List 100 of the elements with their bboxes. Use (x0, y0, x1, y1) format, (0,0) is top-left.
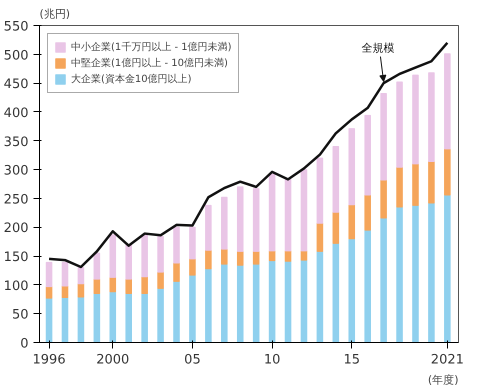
bar (173, 262, 180, 282)
bar (109, 291, 116, 342)
bar (348, 204, 356, 240)
y-tick-label: 100 (4, 278, 29, 294)
bar (125, 293, 132, 342)
bar (157, 236, 164, 273)
bar (78, 267, 84, 284)
bar (221, 196, 228, 250)
bar (236, 264, 244, 342)
bar (157, 272, 164, 289)
y-tick-label: 50 (12, 308, 29, 323)
bar (205, 204, 212, 251)
bar (109, 276, 116, 292)
bar (316, 250, 324, 342)
line-series (48, 42, 449, 268)
bar (396, 81, 403, 168)
y-tick-label: 0 (20, 336, 29, 352)
bar (189, 274, 196, 342)
bar (125, 278, 132, 294)
y-tick-label: 400 (4, 106, 29, 121)
bar (268, 260, 276, 342)
bar (444, 194, 451, 342)
bar (380, 93, 387, 180)
bar (252, 250, 260, 265)
legend-label: 中堅企業(1億円以上 - 10億円未満) (71, 56, 228, 70)
bar (236, 186, 244, 252)
bar (444, 53, 451, 150)
x-tick-label: 2021 (430, 352, 464, 368)
x-tick-label: 10 (264, 352, 280, 368)
bar (78, 283, 84, 298)
y-tick-label: 550 (4, 20, 29, 34)
x-tick-label: 2000 (96, 352, 130, 368)
bar (364, 230, 371, 342)
bar (284, 260, 292, 342)
bar (141, 234, 148, 278)
bar (173, 280, 180, 342)
bar (316, 158, 324, 224)
bar (189, 258, 196, 276)
bar (396, 206, 403, 342)
bar (205, 250, 212, 270)
bar (62, 286, 68, 298)
bar (141, 276, 148, 294)
bar (444, 148, 451, 196)
y-tick-label: 300 (4, 164, 29, 179)
bar (412, 204, 419, 342)
bar (94, 293, 100, 342)
bar (221, 264, 228, 342)
bar (94, 278, 100, 294)
bar (412, 163, 419, 206)
bar (412, 74, 419, 164)
bar (141, 293, 148, 342)
bar (46, 298, 52, 342)
bar (62, 262, 68, 287)
bar (316, 222, 324, 252)
bar (284, 250, 292, 262)
bar (300, 250, 308, 261)
x-axis-title: (年度) (428, 374, 459, 386)
bar (173, 226, 180, 264)
bar (348, 128, 356, 206)
y-tick-label: 150 (4, 250, 29, 266)
x-tick-label: 15 (343, 352, 360, 368)
bar (284, 178, 292, 252)
bar (380, 179, 387, 219)
bar (78, 296, 84, 342)
bar (62, 297, 68, 342)
bar (268, 174, 276, 252)
bar (428, 161, 435, 204)
bar (364, 194, 371, 231)
legend-label: 大企業(資本金10億円以上) (71, 72, 192, 86)
bar (205, 268, 212, 342)
bar (300, 169, 308, 252)
bar (252, 188, 260, 252)
bar (428, 72, 435, 162)
bar (221, 248, 228, 265)
y-tick-label: 500 (4, 48, 29, 64)
y-tick-label: 200 (4, 221, 29, 236)
bar (300, 260, 308, 342)
bar (396, 166, 403, 208)
y-tick-label: 350 (4, 134, 29, 150)
x-tick-label: 05 (184, 352, 201, 368)
bar (125, 244, 132, 280)
bar (46, 262, 52, 288)
y-axis-title: (兆円) (40, 8, 70, 20)
bar (46, 286, 52, 299)
legend-label: 中小企業(1千万円以上 - 1億円未満) (71, 40, 232, 54)
bar (189, 226, 196, 260)
series-label: 全規模 (361, 41, 394, 54)
bar (332, 212, 340, 244)
bar (252, 264, 260, 342)
bar (332, 242, 340, 342)
bar (348, 238, 356, 342)
bar (94, 252, 100, 280)
bar (364, 114, 371, 196)
bar (332, 146, 340, 213)
bar (109, 234, 116, 278)
x-tick-label: 1996 (32, 352, 66, 368)
bar (157, 288, 164, 342)
bar (236, 250, 244, 266)
bar (380, 218, 387, 342)
y-tick-label: 250 (4, 192, 29, 208)
